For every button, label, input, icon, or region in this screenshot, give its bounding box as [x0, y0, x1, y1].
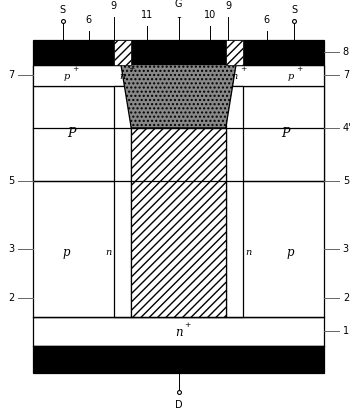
Text: 11: 11 [141, 10, 153, 20]
Text: p: p [287, 72, 294, 81]
Text: 5: 5 [343, 176, 349, 186]
Text: S: S [60, 5, 66, 15]
Text: p: p [287, 246, 294, 259]
Bar [33, 40, 324, 65]
Text: +: + [72, 65, 79, 73]
Text: n: n [175, 325, 182, 339]
Text: +: + [184, 321, 191, 329]
Text: D: D [175, 400, 182, 410]
Text: n: n [232, 72, 238, 81]
Text: 7: 7 [8, 70, 14, 80]
Text: S: S [291, 5, 297, 15]
Text: 3: 3 [8, 244, 14, 254]
Text: 1: 1 [343, 326, 349, 336]
Bar [226, 40, 243, 65]
Text: G: G [175, 0, 182, 9]
Text: 9: 9 [225, 1, 231, 11]
Bar [226, 86, 243, 316]
Bar [33, 86, 324, 181]
Text: n: n [119, 72, 125, 81]
Text: 6: 6 [86, 15, 92, 25]
Text: +: + [240, 65, 247, 73]
Text: 6: 6 [263, 15, 270, 25]
Bar [33, 65, 324, 86]
Text: 8: 8 [343, 47, 349, 57]
Text: n: n [245, 248, 251, 257]
Text: 5: 5 [8, 176, 14, 186]
Polygon shape [121, 65, 236, 128]
Bar [33, 65, 324, 316]
Text: 2: 2 [8, 293, 14, 303]
Bar [114, 40, 131, 65]
Text: 2: 2 [343, 293, 349, 303]
Text: P: P [67, 127, 76, 140]
Text: 10: 10 [204, 10, 216, 20]
Text: 7: 7 [343, 70, 349, 80]
Text: 4': 4' [343, 123, 351, 133]
Text: +: + [296, 65, 303, 73]
Text: 9: 9 [111, 1, 117, 11]
Text: +: + [128, 65, 134, 73]
Bar [131, 128, 226, 316]
Bar [114, 86, 131, 316]
Text: P: P [281, 127, 290, 140]
Bar [33, 316, 324, 346]
Text: n: n [106, 248, 112, 257]
Text: 3: 3 [343, 244, 349, 254]
Text: p: p [63, 246, 70, 259]
Bar [33, 346, 324, 373]
Text: p: p [63, 72, 70, 81]
